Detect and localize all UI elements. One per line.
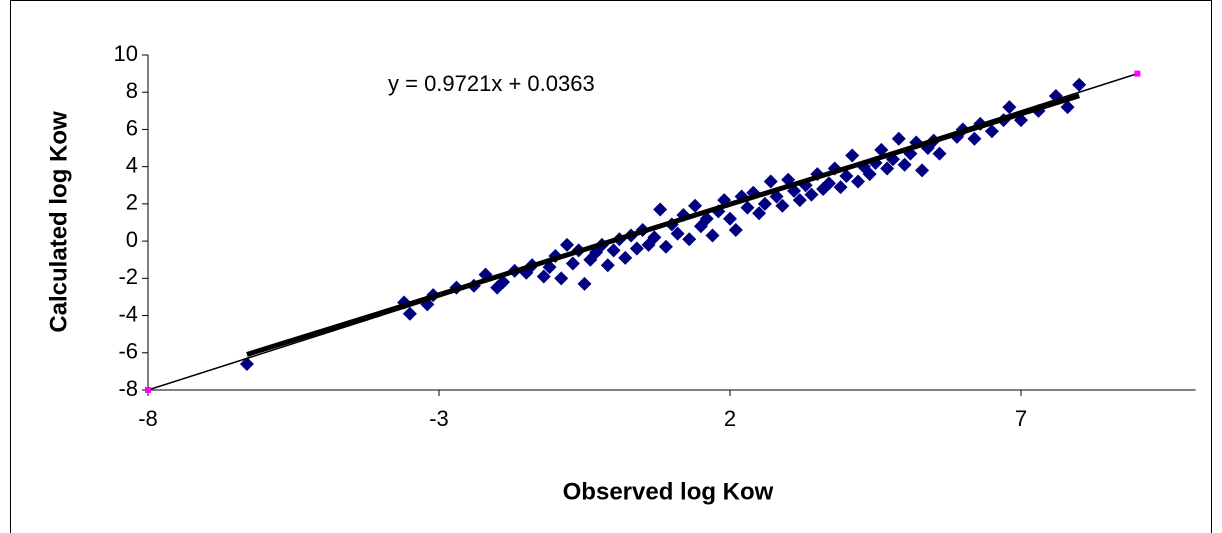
point (670, 226, 685, 241)
point (833, 180, 848, 195)
point (239, 356, 254, 371)
x-tick-label: -3 (429, 406, 449, 431)
point (757, 196, 772, 211)
x-axis-title: Observed log Kow (563, 478, 774, 505)
point (629, 241, 644, 256)
end-marker (1134, 70, 1141, 77)
point (891, 131, 906, 146)
y-tick-label: -6 (118, 339, 138, 364)
point (1072, 77, 1087, 92)
point (554, 271, 569, 286)
point (536, 269, 551, 284)
point (880, 161, 895, 176)
point (763, 174, 778, 189)
point (775, 198, 790, 213)
y-tick-label: -8 (118, 376, 138, 401)
y-tick-label: -4 (118, 301, 138, 326)
point (821, 176, 836, 191)
point (688, 198, 703, 213)
point (402, 306, 417, 321)
y-axis-title: Calculated log Kow (45, 111, 72, 333)
point (560, 237, 575, 252)
equation: y = 0.9721x + 0.0363 (388, 71, 595, 96)
y-tick-label: 6 (126, 115, 138, 140)
point (874, 142, 889, 157)
y-tick-label: 8 (126, 78, 138, 103)
point (792, 193, 807, 208)
x-tick-label: -8 (138, 406, 158, 431)
y-tick-label: 10 (114, 41, 138, 66)
point (653, 202, 668, 217)
point (932, 146, 947, 161)
point (723, 211, 737, 226)
y-tick-label: 0 (126, 227, 138, 252)
point (897, 157, 912, 172)
x-tick-label: 7 (1015, 406, 1027, 431)
point (705, 228, 720, 243)
point (606, 243, 621, 258)
point (839, 168, 854, 183)
point (862, 167, 877, 182)
point (565, 256, 580, 271)
reference-line (147, 72, 1138, 391)
point (845, 148, 860, 163)
point (804, 187, 819, 202)
point (984, 124, 999, 139)
point (851, 174, 866, 189)
point (600, 258, 615, 273)
y-tick-label: 4 (126, 152, 138, 177)
end-marker (145, 387, 151, 393)
point (915, 163, 930, 178)
point (740, 200, 755, 215)
point (577, 276, 592, 291)
point (752, 206, 767, 221)
point (618, 250, 633, 265)
point (682, 232, 697, 247)
y-tick-label: -2 (118, 264, 138, 289)
y-tick-label: 2 (126, 190, 138, 215)
point (1002, 100, 1017, 115)
point (1060, 100, 1075, 115)
point (967, 131, 982, 146)
x-tick-label: 2 (724, 406, 736, 431)
point (699, 211, 714, 226)
point (658, 239, 673, 254)
point (728, 222, 743, 237)
point (647, 230, 662, 245)
